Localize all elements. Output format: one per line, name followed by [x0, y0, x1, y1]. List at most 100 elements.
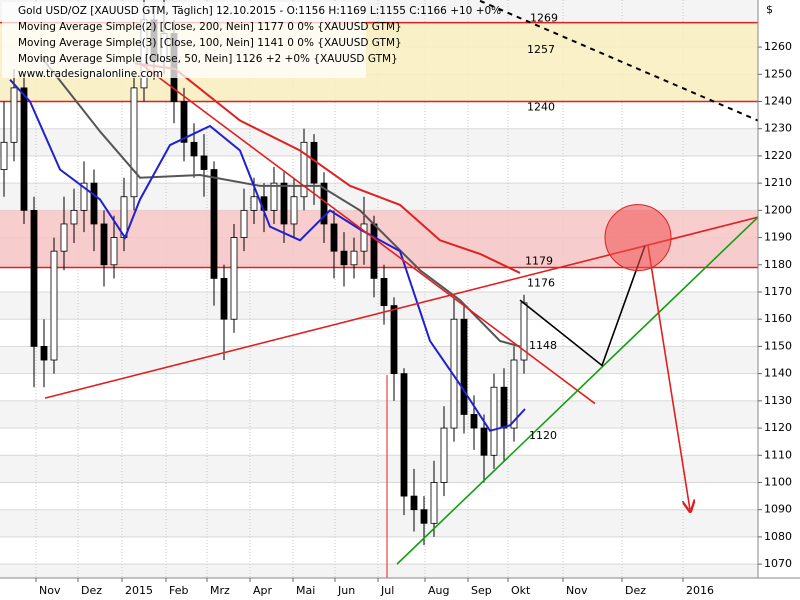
y-tick-label: 1110 [764, 448, 792, 461]
level-label: 1120 [529, 429, 557, 442]
candle-body [100, 223, 108, 266]
trend-line [139, 62, 596, 405]
grid-band [0, 536, 758, 565]
candle-body [430, 482, 438, 524]
candle-body [420, 509, 428, 524]
y-tick-label: 1120 [764, 421, 792, 434]
candle-body [470, 414, 478, 429]
candle-body [190, 141, 198, 157]
candle-body [180, 101, 188, 143]
y-tick-label: 1150 [764, 339, 792, 352]
x-tick-label: Jul [380, 584, 394, 597]
level-label: 1148 [529, 339, 557, 352]
candle-body [500, 386, 508, 429]
y-tick-label: 1260 [764, 40, 792, 53]
candle-body [10, 87, 18, 143]
y-tick-label: 1240 [764, 95, 792, 108]
grid-band [0, 373, 758, 401]
y-tick-label: 1250 [764, 67, 792, 80]
candle-body [350, 250, 358, 266]
legend-entry: Moving Average Simple(3) [Close, 100, Ne… [18, 37, 402, 49]
y-tick-label: 1190 [764, 231, 792, 244]
candle-body [270, 182, 278, 211]
grid-band [0, 482, 758, 510]
x-tick-label: 2015 [125, 584, 153, 597]
trend-line [479, 0, 758, 122]
candle-body [30, 209, 38, 347]
candle-body [50, 250, 58, 361]
candle-body [220, 277, 228, 320]
moving-average [9, 79, 526, 432]
y-tick-label: 1170 [764, 285, 792, 298]
level-label: 1257 [527, 43, 555, 56]
candle-body [490, 386, 498, 456]
candle-body [280, 182, 288, 225]
candle-body [90, 182, 98, 225]
x-tick-label: Nov [566, 584, 588, 597]
candle-body [290, 196, 298, 225]
candle-body [210, 169, 218, 279]
trend-line [519, 245, 646, 367]
y-tick-label: 1100 [764, 475, 792, 488]
x-tick-label: Sep [471, 584, 492, 597]
candle-body [380, 277, 388, 306]
y-tick-label: 1070 [764, 557, 792, 570]
y-tick-label: 1080 [764, 530, 792, 543]
target-circle [604, 204, 672, 272]
level-label: 1179 [525, 255, 553, 268]
candle-body [300, 141, 308, 198]
candle-body [460, 318, 468, 415]
candle-body [240, 209, 248, 238]
moving-average [134, 62, 521, 274]
grid-band [0, 155, 758, 184]
candle-body [40, 346, 48, 361]
candle-body [110, 237, 118, 266]
candle-body [510, 359, 518, 429]
y-tick-label: 1090 [764, 503, 792, 516]
x-tick-label: 2016 [686, 584, 714, 597]
x-tick-label: Dez [625, 584, 646, 597]
x-tick-label: Jun [337, 584, 355, 597]
trend-line [396, 216, 758, 565]
x-tick-label: Okt [511, 584, 531, 597]
header: Gold USD/OZ [XAUUSD GTM, Täglich] 12.10.… [18, 5, 501, 17]
grid-band [0, 428, 758, 456]
x-tick-label: Dez [81, 584, 102, 597]
x-tick-label: Mrz [210, 584, 230, 597]
candle-body [60, 223, 68, 252]
moving-average [39, 54, 521, 348]
x-tick-label: Feb [169, 584, 188, 597]
candle-body [410, 495, 418, 511]
y-tick-label: 1220 [764, 149, 792, 162]
x-tick-label: Apr [253, 584, 273, 597]
y-tick-label: 1210 [764, 176, 792, 189]
level-label: 1176 [527, 277, 555, 290]
candle-body [480, 427, 488, 456]
plot-area [0, 0, 758, 578]
candle-body [390, 305, 398, 375]
candle-body [370, 223, 378, 279]
candle-body [200, 155, 208, 170]
legend-background [2, 2, 366, 78]
candle-body [340, 250, 348, 266]
x-tick-label: Aug [428, 584, 449, 597]
y-tick-label: 1140 [764, 367, 792, 380]
y-tick-label: 1200 [764, 203, 792, 216]
y-tick-label: 1180 [764, 258, 792, 271]
candle-body [230, 237, 238, 320]
candle-body [450, 318, 458, 429]
candle-body [440, 427, 448, 483]
candle-body [250, 196, 258, 211]
trend-line [647, 245, 690, 510]
candle-body [20, 87, 28, 211]
level-label: 1240 [527, 101, 555, 114]
candle-body [80, 182, 88, 211]
y-tick-label: 1160 [764, 312, 792, 325]
level-label: 1269 [530, 12, 558, 25]
candle-body [330, 223, 338, 252]
y-tick-label: 1230 [764, 122, 792, 135]
candle-body [130, 87, 138, 198]
y-tick-label: 1130 [764, 394, 792, 407]
y-axis-label: $ [766, 3, 773, 16]
